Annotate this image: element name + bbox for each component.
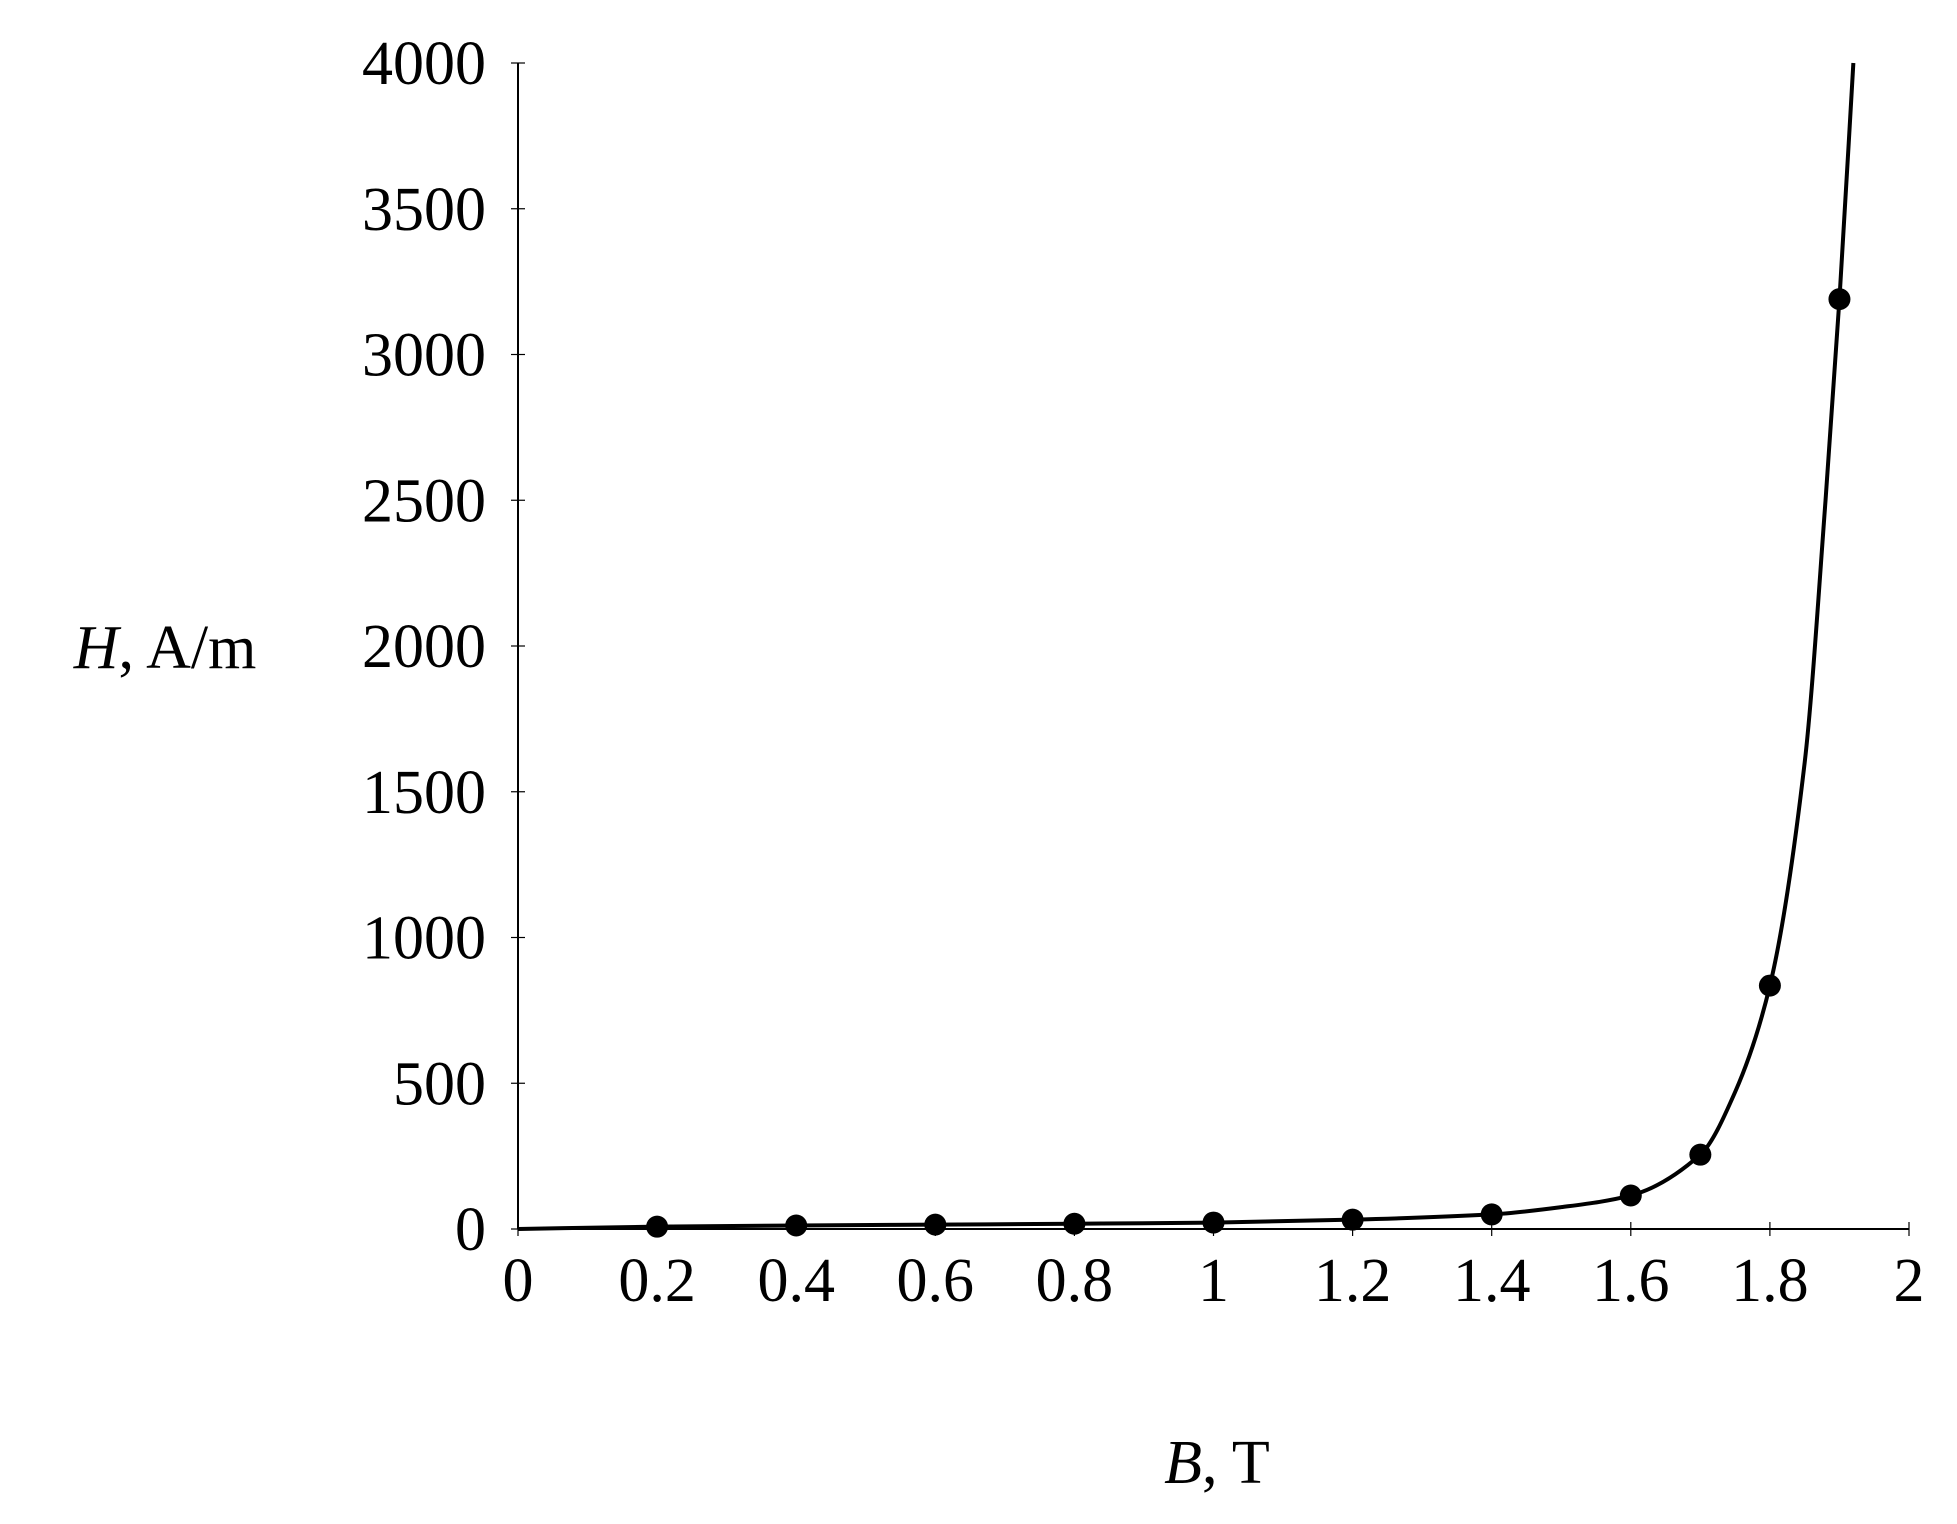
y-axis-unit: , A/m [118, 614, 256, 682]
x-axis-label: B, T [1164, 1429, 1270, 1497]
y-tick-label: 3000 [362, 322, 486, 390]
x-tick-label: 1.4 [1453, 1247, 1531, 1315]
x-tick-label: 0.8 [1036, 1247, 1114, 1315]
data-point [785, 1214, 808, 1237]
x-tick-label: 2 [1894, 1247, 1925, 1315]
y-tick-label: 1500 [362, 759, 486, 827]
data-point [1828, 288, 1851, 311]
x-tick-label: 0.2 [618, 1247, 696, 1315]
data-point [1341, 1208, 1364, 1231]
x-tick-label: 0.6 [897, 1247, 975, 1315]
x-tick-label: 1 [1198, 1247, 1229, 1315]
data-point [1480, 1203, 1503, 1226]
x-tick-label: 0 [503, 1247, 534, 1315]
data-point [1619, 1184, 1642, 1207]
y-tick-label: 4000 [362, 30, 486, 98]
y-tick-label: 1000 [362, 905, 486, 973]
data-point [1689, 1143, 1712, 1166]
data-point [646, 1215, 669, 1238]
curve [517, 62, 1856, 1231]
x-axis-unit: , T [1202, 1429, 1270, 1497]
y-tick-label: 500 [393, 1050, 486, 1118]
x-tick-label: 1.2 [1314, 1247, 1392, 1315]
y-axis-symbol: H [73, 614, 122, 682]
y-tick-label: 2000 [362, 613, 486, 681]
data-point [924, 1213, 947, 1236]
x-tick-label: 1.6 [1592, 1247, 1670, 1315]
y-tick-label: 0 [455, 1196, 486, 1264]
x-tick-label: 0.4 [757, 1247, 835, 1315]
y-tick-label: 2500 [362, 467, 486, 535]
y-axis-label: H, A/m [73, 614, 257, 682]
data-point [1063, 1212, 1086, 1235]
x-tick-label: 1.8 [1731, 1247, 1809, 1315]
x-axis-symbol: B [1164, 1429, 1202, 1497]
y-tick-label: 3500 [362, 176, 486, 244]
data-point [1202, 1211, 1225, 1234]
data-point [1758, 974, 1781, 997]
